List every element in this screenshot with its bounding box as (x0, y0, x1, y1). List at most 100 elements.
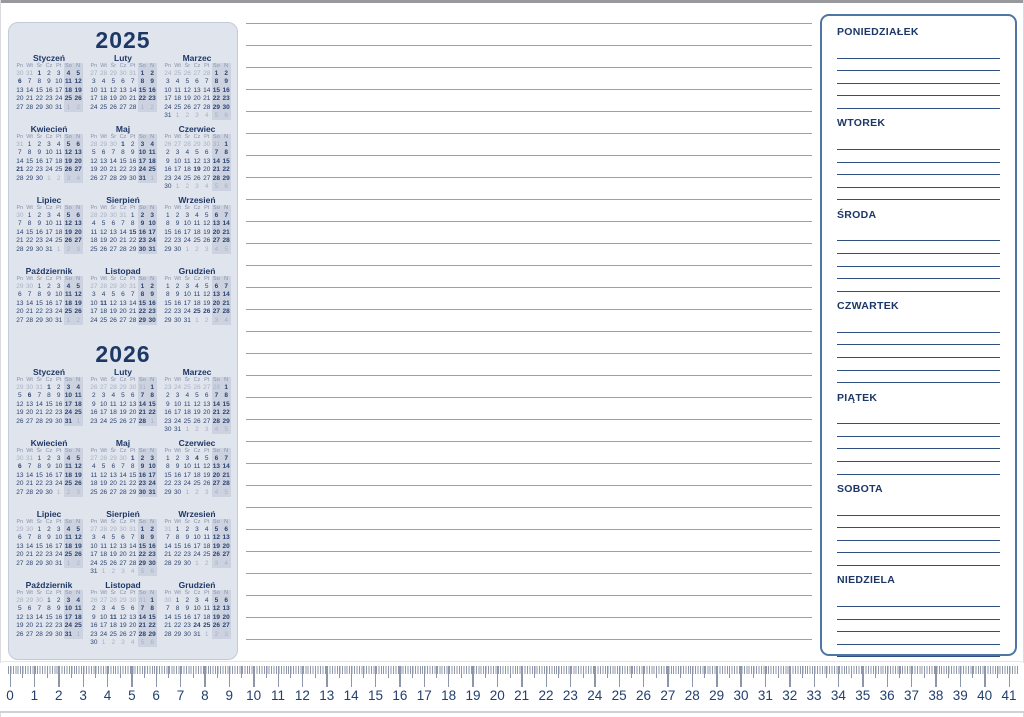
weekday-header-cell: So (211, 205, 222, 212)
ruler-number: 38 (928, 688, 944, 703)
ruler-cm-tick (935, 666, 937, 687)
day-cell: 28 (211, 417, 222, 426)
day-cell: 3 (204, 488, 209, 496)
day-cell: 16 (183, 613, 191, 621)
day-cell: 10 (99, 613, 108, 621)
day-cell: 25 (63, 551, 74, 560)
day-cell: 22 (129, 237, 137, 245)
day-cell: 18 (99, 551, 108, 559)
day-cell: 31 (35, 384, 43, 391)
day-cell: 26 (203, 237, 211, 245)
day-cell: 29 (164, 245, 172, 253)
weekday-header-cell: Pn (90, 519, 98, 525)
day-cell: 1 (147, 417, 157, 426)
day-cell: 29 (164, 316, 172, 324)
ruler-number: 26 (636, 688, 652, 703)
day-cell: 4 (73, 597, 83, 606)
day-cell: 3 (47, 212, 51, 219)
ruler-number: 23 (562, 688, 578, 703)
day-cell: 1 (175, 526, 180, 533)
day-cell: 3 (92, 534, 96, 542)
planner-line (837, 241, 1000, 254)
day-cell: 21 (16, 166, 24, 174)
mini-month: Grudzień Pn Wt Śr Cz Pt So N 1 2 3 4 5 6 7 8 9 10 11 12 13 14… (163, 266, 231, 325)
month-name: Listopad (105, 580, 141, 590)
day-cell: 30 (55, 630, 63, 638)
note-line (246, 221, 812, 243)
day-cell: 15 (211, 86, 222, 96)
day-cell: 9 (147, 78, 157, 87)
day-cell: 1 (47, 174, 51, 182)
day-cell: 10 (90, 542, 98, 550)
ruler-halfcm-tick (363, 666, 365, 678)
day-cell: 5 (204, 212, 209, 219)
day-cell: 2 (37, 141, 42, 148)
ruler-number: 30 (733, 688, 749, 703)
day-cell: 9 (137, 463, 148, 472)
day-cell: 27 (16, 488, 24, 496)
mini-month: Styczeń Pn Wt Śr Cz Pt So N 29 30 31 1 2 3 4 5 6 7 8 9 10 11 1… (15, 367, 83, 426)
weekday-header-cell: So (211, 276, 222, 283)
weekday-header-cell: Śr (184, 377, 191, 383)
day-cell: 3 (92, 78, 96, 86)
weekday-header-cell: So (63, 63, 74, 70)
weekday-header-cell: Pt (204, 448, 210, 454)
mini-month: Listopad Pn Wt Śr Cz Pt So N 26 27 28 29 30 31 1 2 3 4 5 6 7… (89, 580, 157, 648)
day-cell: 11 (63, 534, 74, 543)
ruler-cm-tick (618, 666, 621, 687)
day-cell: 31 (137, 597, 148, 606)
day-cell: 14 (16, 157, 24, 165)
day-cell: 9 (37, 149, 42, 157)
mini-month: Styczeń Pn Wt Śr Cz Pt So N 30 31 1 2 3 4 5 6 7 8 9 10 11 12 1… (15, 53, 83, 112)
day-cell: 31 (45, 245, 53, 253)
ruler-number: 40 (977, 688, 993, 703)
planner-line (837, 553, 1000, 566)
day-cell: 16 (147, 86, 157, 96)
mini-month: Kwiecień Pn Wt Śr Cz Pt So N 31 1 2 3 4 5 6 7 8 9 10 11 12 13… (15, 124, 83, 183)
weekday-header-cell: Cz (119, 377, 127, 383)
day-cell: 26 (109, 316, 117, 324)
day-cell: 16 (90, 622, 98, 630)
day-cell: 23 (55, 622, 63, 630)
day-cell: 31 (129, 526, 137, 533)
day-cell: 19 (203, 471, 211, 479)
note-line (246, 463, 812, 485)
month-name: Maj (115, 438, 131, 448)
day-cell: 21 (35, 409, 43, 417)
day-cell: 29 (25, 597, 34, 604)
day-cell: 6 (204, 149, 209, 157)
day-cell: 20 (129, 409, 137, 417)
weekday-header-cell: Cz (119, 134, 127, 140)
mini-month: Sierpień Pn Wt Śr Cz Pt So N 27 28 29 30 31 1 2 3 4 5 6 7 8 9… (89, 509, 157, 577)
day-cell: 29 (16, 283, 24, 290)
ruler-number: 19 (465, 688, 481, 703)
day-cell: 26 (73, 308, 83, 317)
day-cell: 7 (221, 283, 231, 292)
weekday-header-cell: So (137, 63, 148, 70)
day-cell: 28 (99, 526, 108, 533)
day-cell: 25 (183, 174, 191, 182)
weekday-header-cell: Pt (130, 134, 136, 140)
day-cell: 22 (137, 551, 148, 560)
day-cell: 22 (129, 480, 137, 488)
day-cell: 3 (185, 455, 190, 462)
weekday-header-cell: N (221, 519, 231, 526)
day-cell: 5 (221, 488, 231, 497)
day-cell: 16 (221, 86, 231, 96)
ruler-number: 31 (757, 688, 773, 703)
day-cell: 11 (55, 149, 63, 157)
day-cell: 1 (137, 526, 148, 535)
day-cell: 28 (137, 630, 148, 639)
day-cell: 18 (90, 480, 98, 488)
weekday-header-cell: Wt (174, 377, 181, 383)
day-cell: 8 (147, 605, 157, 614)
weekday-header-cell: Pt (204, 377, 210, 383)
day-cell: 13 (109, 471, 117, 479)
note-line (246, 23, 812, 45)
day-cell: 31 (90, 567, 98, 575)
day-cell: 8 (37, 291, 42, 299)
ruler-halfcm-tick (338, 666, 340, 678)
day-cell: 3 (166, 78, 170, 86)
note-line (246, 573, 812, 595)
day-cell: 31 (25, 455, 34, 462)
